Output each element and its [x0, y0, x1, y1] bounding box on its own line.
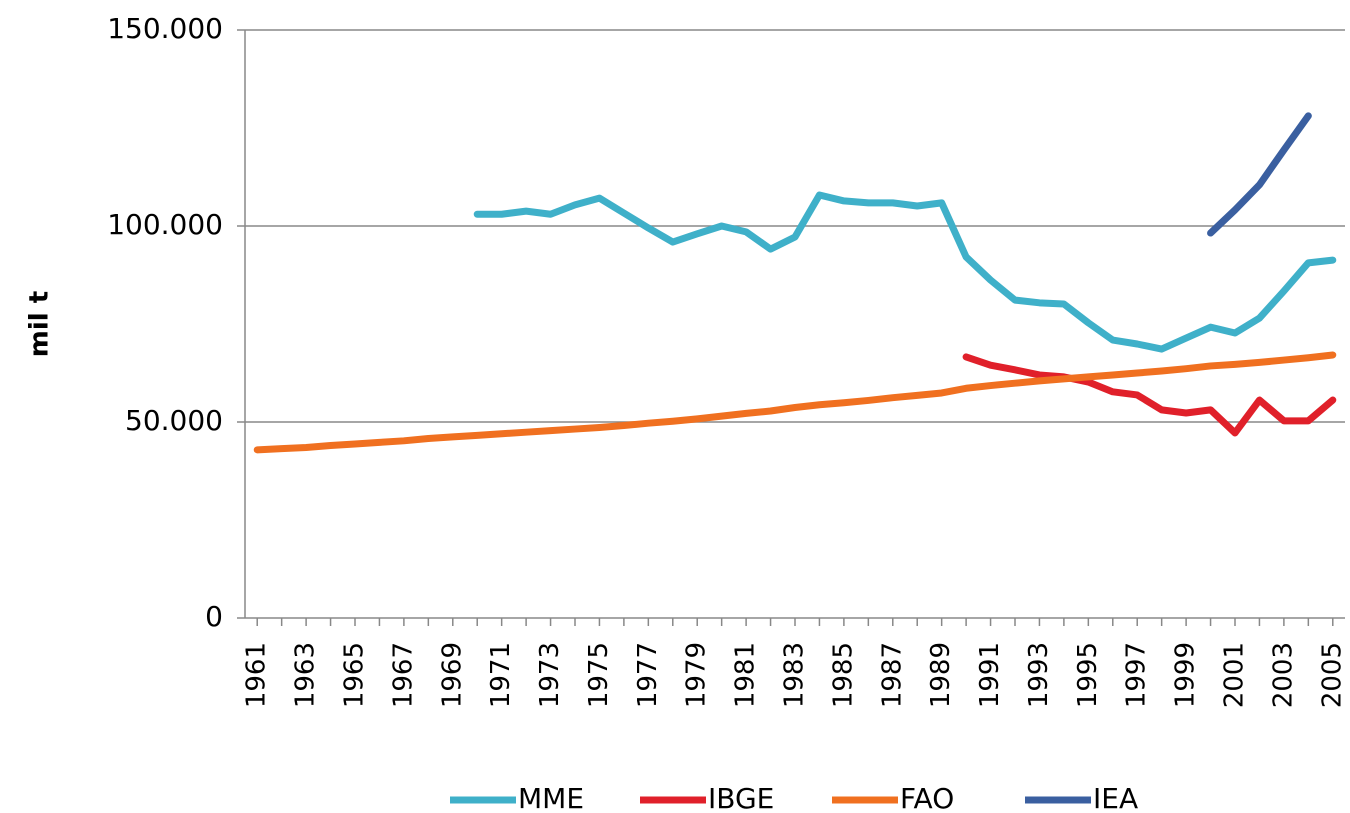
legend-label: FAO	[900, 782, 954, 813]
x-tick-label: 1981	[731, 642, 761, 708]
legend-label: IEA	[1093, 782, 1138, 813]
series-line	[1207, 112, 1312, 237]
y-axis-label: mil t	[25, 291, 55, 357]
x-tick-label: 1963	[291, 642, 321, 708]
y-tick-label: 150.000	[107, 12, 223, 45]
x-tick-label: 1991	[975, 642, 1005, 708]
x-tick-label: 1987	[877, 642, 907, 708]
x-tick-label: 1983	[780, 642, 810, 708]
x-tick-label: 1971	[486, 642, 516, 708]
series-line	[962, 353, 1337, 437]
y-tick-label: 50.000	[125, 404, 223, 437]
x-tick-label: 1977	[633, 642, 663, 708]
x-tick-label: 1965	[340, 642, 370, 708]
x-tick-label: 2005	[1317, 642, 1347, 708]
x-tick-label: 1989	[926, 642, 956, 708]
x-tick-label: 1973	[535, 642, 565, 708]
x-tick-label: 1985	[828, 642, 858, 708]
y-tick-label: 0	[205, 600, 223, 633]
x-tick-label: 1999	[1171, 642, 1201, 708]
x-tick-label: 1969	[437, 642, 467, 708]
x-tick-label: 2001	[1220, 642, 1250, 708]
legend-label: IBGE	[708, 782, 774, 813]
x-tick-label: 1961	[242, 642, 272, 708]
x-tick-label: 1997	[1122, 642, 1152, 708]
x-tick-label: 1995	[1073, 642, 1103, 708]
x-tick-label: 1967	[388, 642, 418, 708]
series-line	[473, 191, 1337, 353]
x-tick-label: 2003	[1268, 642, 1298, 708]
x-tick-label: 1975	[584, 642, 614, 708]
y-tick-label: 100.000	[107, 208, 223, 241]
series-line	[253, 351, 1337, 454]
x-tick-label: 1979	[682, 642, 712, 708]
x-tick-label: 1993	[1024, 642, 1054, 708]
legend-label: MME	[518, 782, 584, 813]
